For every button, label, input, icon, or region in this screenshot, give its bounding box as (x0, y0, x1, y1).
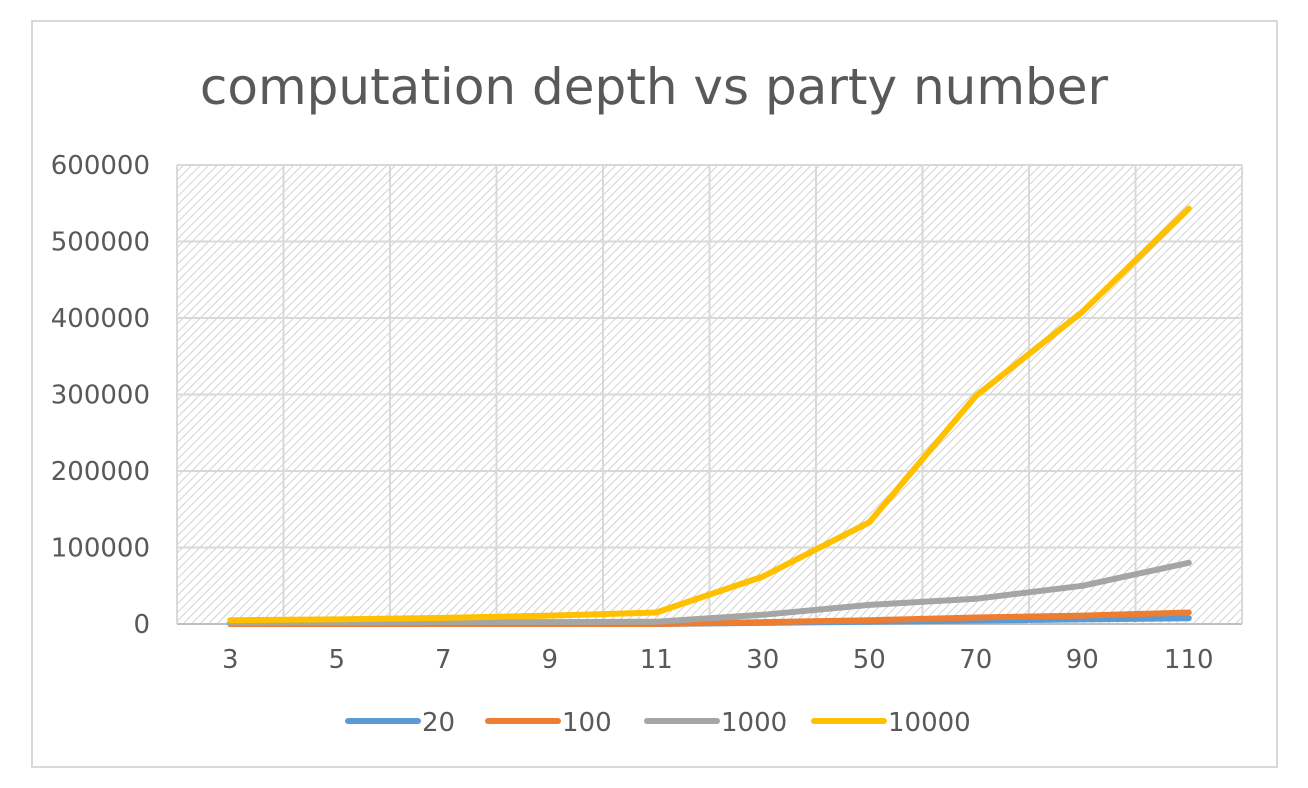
series-line-10000 (227, 205, 1192, 624)
x-tick-label: 9 (541, 645, 558, 675)
legend-label: 20 (422, 708, 455, 738)
y-tick-label: 600000 (51, 151, 150, 181)
series-line-1000 (227, 559, 1192, 626)
legend-label: 1000 (721, 708, 787, 738)
chart-title: computation depth vs party number (200, 58, 1109, 116)
legend-label: 100 (562, 708, 612, 738)
legend-item-10000: 10000 (811, 708, 971, 738)
y-tick-label: 300000 (51, 381, 150, 411)
legend-item-20: 20 (345, 708, 455, 738)
y-tick-label: 400000 (51, 304, 150, 334)
x-tick-label: 90 (1066, 645, 1099, 675)
x-tick-label: 110 (1164, 645, 1214, 675)
y-tick-label: 500000 (51, 228, 150, 258)
x-tick-label: 7 (435, 645, 452, 675)
x-tick-label: 5 (328, 645, 345, 675)
x-tick-label: 11 (640, 645, 673, 675)
legend-label: 10000 (888, 708, 971, 738)
y-tick-label: 100000 (51, 534, 150, 564)
legend-item-1000: 1000 (644, 708, 787, 738)
x-tick-label: 70 (959, 645, 992, 675)
x-tick-label: 30 (746, 645, 779, 675)
x-tick-label: 3 (222, 645, 239, 675)
x-tick-label: 50 (853, 645, 886, 675)
y-tick-label: 0 (133, 610, 150, 640)
y-tick-label: 200000 (51, 457, 150, 487)
legend-item-100: 100 (485, 708, 612, 738)
